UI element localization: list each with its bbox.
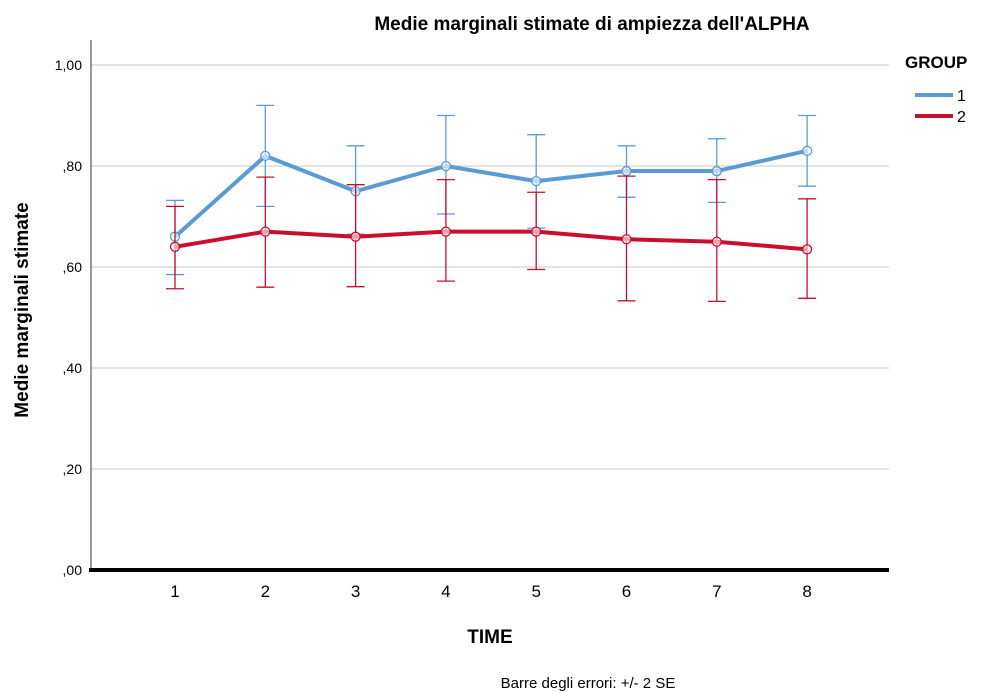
legend-title: GROUP xyxy=(905,53,967,72)
legend-label: 2 xyxy=(957,109,966,126)
data-point xyxy=(801,145,813,157)
series-line xyxy=(173,148,808,239)
y-tick-label: ,40 xyxy=(63,360,83,376)
x-tick-label: 1 xyxy=(170,582,179,601)
data-point xyxy=(440,160,452,172)
x-tick-label: 5 xyxy=(531,582,540,601)
data-point xyxy=(621,165,632,177)
y-tick-label: ,60 xyxy=(63,259,83,275)
gridlines xyxy=(91,64,889,470)
y-tick-label: 1,00 xyxy=(55,57,82,73)
x-tick-labels: 1 2 3 4 5 6 7 8 xyxy=(170,582,812,601)
x-tick-label: 8 xyxy=(802,582,811,601)
x-tick-label: 2 xyxy=(261,582,270,601)
series-1 xyxy=(166,104,817,276)
data-point xyxy=(260,150,271,162)
y-tick-label: ,80 xyxy=(63,158,83,174)
x-tick-label: 4 xyxy=(441,582,450,601)
legend-label: 1 xyxy=(957,88,966,105)
data-point xyxy=(531,175,542,187)
series-2 xyxy=(166,175,817,302)
data-point xyxy=(621,234,632,245)
x-tick-label: 3 xyxy=(351,582,360,601)
data-point xyxy=(711,236,722,247)
x-tick-label: 6 xyxy=(622,582,631,601)
x-tick-label: 7 xyxy=(712,582,721,601)
y-tick-labels: ,00 ,20 ,40 ,60 ,80 1,00 xyxy=(55,57,82,578)
y-tick-label: ,00 xyxy=(63,562,83,578)
error-bars-footnote: Barre degli errori: +/- 2 SE xyxy=(501,675,676,692)
y-axis-title: Medie marginali stimate xyxy=(12,202,33,417)
series-line xyxy=(174,229,808,252)
data-point xyxy=(350,231,361,242)
chart-title: Medie marginali stimate di ampiezza dell… xyxy=(374,14,810,35)
data-point xyxy=(260,226,271,237)
data-point xyxy=(531,226,542,237)
data-point xyxy=(801,244,813,255)
x-axis-title: TIME xyxy=(467,627,512,648)
y-tick-label: ,20 xyxy=(63,461,83,477)
data-point xyxy=(440,226,452,237)
data-point xyxy=(169,241,181,252)
legend: GROUP 1 2 xyxy=(905,53,967,126)
data-point xyxy=(711,165,722,177)
series-layer xyxy=(166,104,817,302)
